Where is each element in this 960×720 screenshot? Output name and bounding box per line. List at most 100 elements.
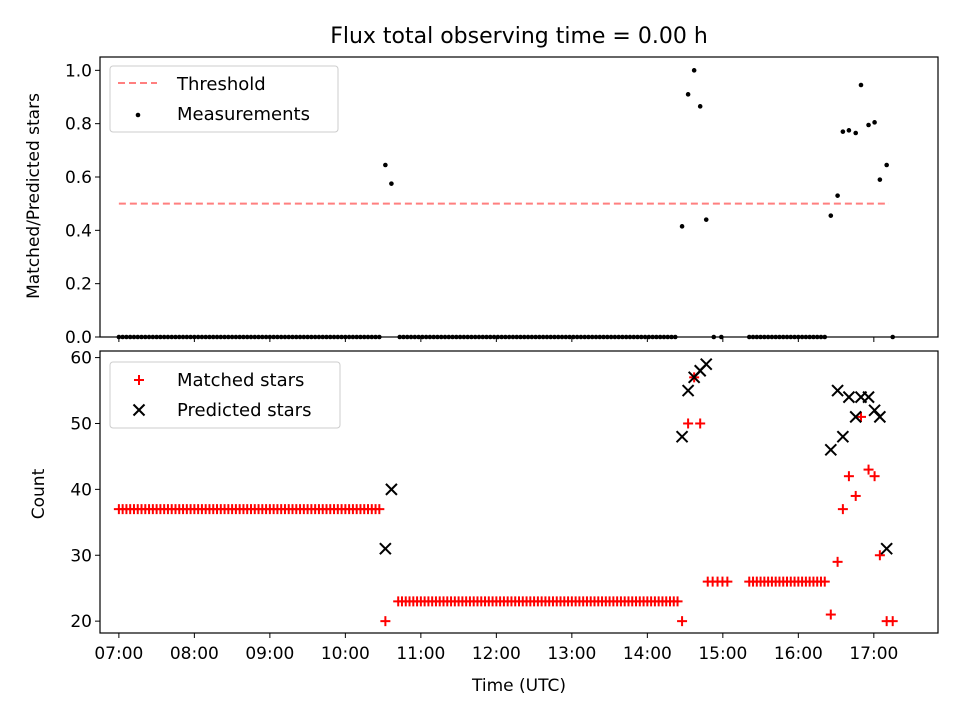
predicted-star-point-b bbox=[675, 430, 689, 443]
predicted-star-point-b bbox=[868, 404, 881, 417]
predicted-star-point-b bbox=[862, 390, 875, 404]
matched-star-point bbox=[863, 464, 874, 475]
matched-star-point bbox=[374, 504, 385, 515]
top-y-tick-label: 0.4 bbox=[65, 221, 92, 241]
bottom-y-tick-label: 20 bbox=[70, 612, 92, 632]
measurement-point bbox=[389, 181, 394, 186]
x-tick-label: 07:00 bbox=[94, 644, 143, 664]
bottom-legend: Matched stars Predicted stars bbox=[109, 361, 341, 429]
bottom-y-tick-label: 40 bbox=[70, 480, 92, 500]
measurement-point bbox=[840, 129, 846, 134]
predicted-star-point bbox=[842, 390, 856, 404]
matched-star-point bbox=[825, 609, 836, 620]
matched-star-point bbox=[837, 504, 848, 515]
measurement-point bbox=[685, 92, 691, 97]
legend-threshold-label: Threshold bbox=[176, 74, 266, 95]
matched-star-point bbox=[832, 556, 843, 567]
predicted-star-point bbox=[873, 410, 887, 424]
top-legend: Threshold Measurements bbox=[109, 65, 339, 133]
measurement-point bbox=[697, 104, 703, 109]
measurement-point bbox=[858, 82, 864, 88]
measurement-point bbox=[866, 122, 871, 128]
matched-star-point bbox=[887, 616, 898, 627]
predicted-star-point bbox=[675, 430, 689, 443]
predicted-star-point bbox=[862, 390, 875, 404]
legend-predicted-swatch-b bbox=[132, 403, 146, 417]
x-tick-label: 16:00 bbox=[774, 644, 823, 664]
predicted-star-point-b bbox=[849, 410, 862, 424]
matched-star-point bbox=[695, 418, 706, 429]
measurement-point bbox=[691, 68, 697, 73]
bottom-plot-panel: 20 30 40 50 60 07:00 08:00 09:00 10:00 11:00 12:00… bbox=[70, 349, 939, 664]
matched-star-point bbox=[722, 576, 733, 587]
predicted-star-point-b bbox=[873, 410, 887, 424]
top-y-tick-label: 1.0 bbox=[65, 61, 92, 81]
measurement-point bbox=[679, 224, 685, 229]
bottom-legend-box bbox=[109, 361, 341, 429]
bottom-y-tick-label: 50 bbox=[70, 414, 92, 434]
x-tick-label: 09:00 bbox=[245, 644, 294, 664]
predicted-star-point bbox=[681, 384, 695, 397]
legend-matched-label: Matched stars bbox=[177, 370, 304, 391]
measurement-point bbox=[853, 130, 859, 136]
x-axis-label: Time (UTC) bbox=[471, 676, 566, 696]
legend-matched-swatch bbox=[134, 375, 144, 385]
top-y-tick-label: 0.8 bbox=[65, 115, 92, 135]
top-y-tick-label: 0.0 bbox=[65, 328, 92, 348]
matched-star-point bbox=[850, 490, 861, 501]
predicted-star-point bbox=[700, 357, 713, 371]
predicted-star-point-b bbox=[385, 483, 398, 496]
matched-star-point bbox=[843, 471, 854, 482]
predicted-star-point-b bbox=[842, 390, 856, 404]
measurement-point bbox=[828, 213, 834, 218]
bottom-plot-area bbox=[113, 357, 898, 627]
matched-star-point bbox=[672, 596, 683, 607]
predicted-star-point bbox=[880, 542, 893, 555]
top-legend-box bbox=[109, 65, 339, 133]
top-plot-area bbox=[116, 68, 896, 340]
bottom-plot-frame bbox=[99, 350, 939, 634]
x-tick-label: 10:00 bbox=[321, 644, 370, 664]
matched-star-point bbox=[819, 576, 830, 587]
measurement-point bbox=[872, 120, 877, 125]
matched-star-point bbox=[869, 471, 880, 482]
matched-star-point bbox=[380, 616, 391, 627]
top-y-axis-label: Matched/Predicted stars bbox=[24, 93, 44, 299]
legend-measurements-swatch bbox=[135, 112, 141, 118]
legend-predicted-swatch bbox=[132, 403, 146, 417]
predicted-star-point bbox=[824, 443, 838, 457]
measurement-point bbox=[884, 162, 889, 168]
bottom-y-tick-label: 60 bbox=[70, 349, 92, 369]
bottom-y-tick-label: 30 bbox=[70, 546, 92, 566]
measurement-point bbox=[835, 193, 840, 198]
x-tick-label: 17:00 bbox=[849, 644, 898, 664]
predicted-star-point-b bbox=[880, 542, 893, 555]
matched-star-point bbox=[855, 411, 866, 422]
measurement-point bbox=[877, 177, 883, 182]
measurement-point bbox=[703, 217, 709, 222]
predicted-star-point-b bbox=[681, 384, 695, 397]
x-tick-label: 13:00 bbox=[547, 644, 596, 664]
predicted-star-point bbox=[849, 410, 862, 424]
legend-measurements-label: Measurements bbox=[177, 104, 310, 125]
top-plot-panel: 0.0 0.2 0.4 0.6 0.8 1.0 Threshold Measurements bbox=[65, 56, 939, 348]
predicted-star-point-b bbox=[700, 357, 713, 371]
matched-star-point bbox=[874, 550, 885, 561]
predicted-star-point-b bbox=[379, 542, 392, 555]
x-tick-label: 08:00 bbox=[170, 644, 219, 664]
matched-star-point bbox=[683, 418, 694, 429]
predicted-star-point bbox=[385, 483, 398, 496]
bottom-y-axis-label: Count bbox=[29, 468, 49, 519]
predicted-star-point bbox=[379, 542, 392, 555]
predicted-star-point bbox=[831, 384, 844, 397]
legend-predicted-label: Predicted stars bbox=[177, 400, 311, 421]
predicted-star-point-b bbox=[831, 384, 844, 397]
predicted-star-point-b bbox=[836, 430, 850, 443]
x-tick-label: 11:00 bbox=[396, 644, 445, 664]
x-tick-label: 15:00 bbox=[698, 644, 747, 664]
matched-star-point bbox=[677, 616, 688, 627]
x-tick-label: 12:00 bbox=[472, 644, 521, 664]
top-y-tick-label: 0.2 bbox=[65, 275, 92, 295]
x-tick-label: 14:00 bbox=[623, 644, 672, 664]
